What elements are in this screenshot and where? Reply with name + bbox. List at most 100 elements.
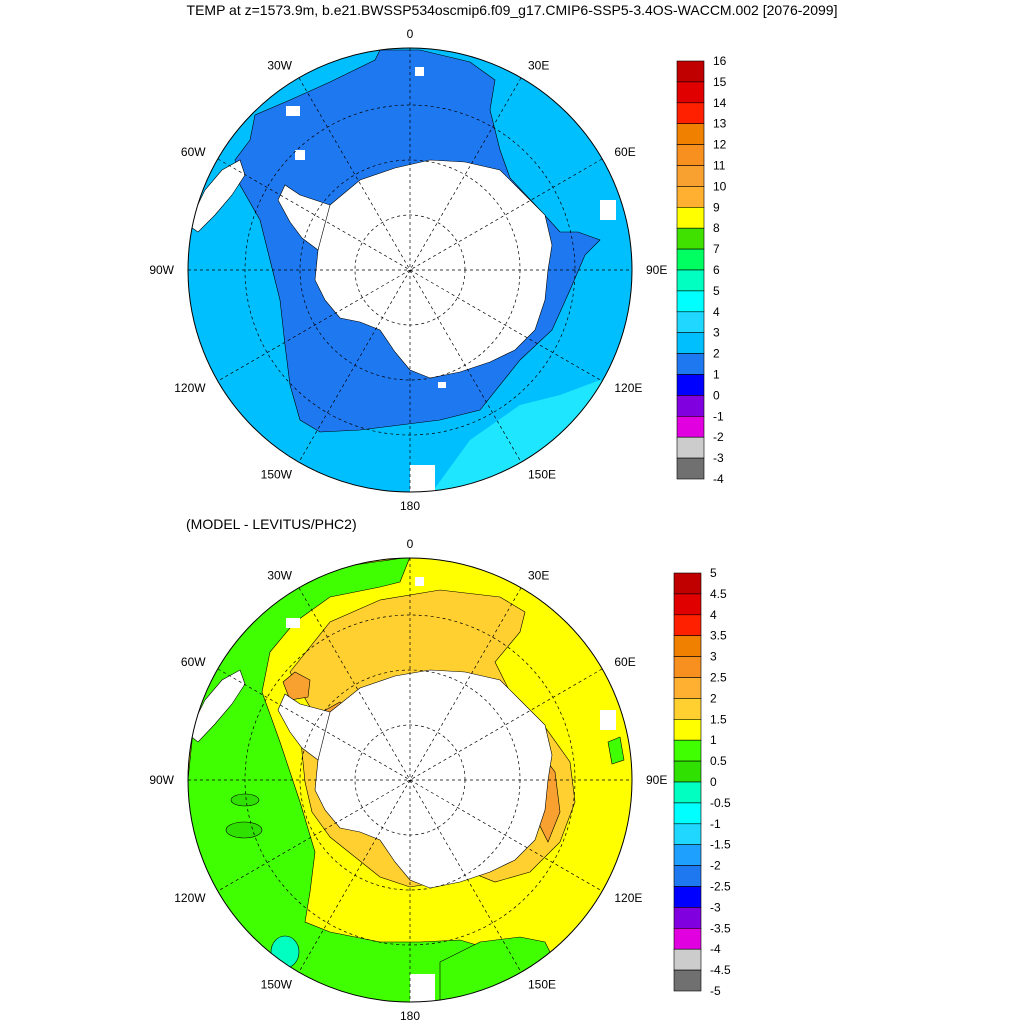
top-colorbar-box [676,123,705,145]
top-colorbar-box [676,81,705,104]
bottom-colorbar-box [673,739,702,762]
bottom-map-panel: 0 30E 60E 90E 120E 150E 180 150W 120W 90W 60W 30W 5… [0,512,1024,1024]
top-lon-label: 120E [614,381,642,395]
bottom-peninsula [277,693,331,761]
bottom-colorbar-box [673,677,702,699]
bottom-colorbar-label: 0 [710,775,717,789]
bottom-colorbar-box [673,969,702,992]
top-lon-label: 30W [267,59,292,73]
top-colorbar-label: 6 [713,263,720,277]
bottom-colorbar-box [673,614,702,637]
top-colorbar-label: 14 [713,96,727,110]
top-colorbar-label: 12 [713,138,727,152]
top-lon-label: 90E [646,263,667,277]
top-colorbar-box [676,415,705,438]
bottom-colorbar-label: -4 [710,942,721,956]
bottom-colorbar-box [673,823,702,845]
bottom-lon-label: 150W [261,977,293,991]
top-colorbar-label: 9 [713,200,720,214]
top-colorbar-box [676,186,705,208]
top-colorbar-label: -3 [713,451,724,465]
bottom-colorbar-label: -4.5 [710,963,731,977]
top-lon-label: 0 [407,27,414,41]
bottom-colorbar-label: -3 [710,900,721,914]
top-colorbar-label: 5 [713,284,720,298]
top-colorbar-label: -1 [713,409,724,423]
top-lon-label: 180 [400,499,420,512]
bottom-colorbar-label: -1 [710,817,721,831]
bottom-lon-label: 120E [614,891,642,905]
top-colorbar-box [676,311,705,333]
bottom-colorbar-box [673,781,702,804]
bottom-colorbar-box [673,593,702,616]
top-colorbar-label: 0 [713,388,720,402]
top-colorbar-box [676,290,705,313]
top-colorbar-box [676,353,705,375]
top-colorbar-box [676,60,705,83]
top-colorbar-box [676,248,705,271]
top-lon-label: 90W [149,263,174,277]
bottom-colorbar-label: -3.5 [710,921,731,935]
bottom-lon-label: 0 [407,537,414,551]
bottom-colorbar-box [673,886,702,908]
bottom-colorbar-box [673,865,702,887]
top-colorbar-label: 8 [713,221,720,235]
bottom-colorbar-label: 5 [710,566,717,580]
bottom-lon-label: 60E [614,655,635,669]
bottom-lon-label: 180 [400,1009,420,1023]
bottom-colorbar-label: -1.5 [710,838,731,852]
bottom-polar-map: 0 30E 60E 90E 120E 150E 180 150W 120W 90W 60W 30W 5… [149,537,731,1023]
top-colorbar-box [676,332,705,354]
top-colorbar-label: 2 [713,347,720,361]
top-colorbar-label: 1 [713,368,720,382]
bottom-antarctica [314,669,553,889]
bottom-colorbar-box [673,635,702,657]
bottom-colorbar-label: -5 [710,984,721,998]
top-colorbar-box [676,395,705,417]
bottom-lon-label: 150E [528,977,556,991]
bottom-colorbar-box [673,948,702,971]
bottom-colorbar-box [673,719,702,741]
top-colorbar-label: -4 [713,472,724,486]
top-colorbar-label: 16 [713,54,727,68]
bottom-colorbar-label: 4 [710,608,717,622]
bottom-colorbar-label: 1 [710,733,717,747]
bottom-lon-label: 90E [646,773,667,787]
bottom-colorbar-box [673,698,702,720]
top-colorbar-box [676,102,705,125]
bottom-colorbar-label: 3 [710,650,717,664]
bottom-colorbar-label: 3.5 [710,629,727,643]
bottom-colorbar-box [673,907,702,929]
top-colorbar-box [676,165,705,187]
top-colorbar-label: 15 [713,75,727,89]
bottom-colorbar-label: 0.5 [710,754,727,768]
top-lon-label: 150W [261,467,293,481]
top-lon-label: 120W [174,381,206,395]
top-colorbar-box [676,144,705,166]
bottom-lon-label: 60W [181,655,206,669]
bottom-colorbar-box [673,844,702,866]
bottom-lon-label: 90W [149,773,174,787]
top-lon-label: 150E [528,467,556,481]
top-colorbar-label: 11 [713,159,726,173]
top-colorbar-box [676,269,705,292]
figure-title: TEMP at z=1573.9m, b.e21.BWSSP534oscmip6… [186,2,838,18]
bottom-colorbar-label: -2 [710,859,721,873]
bottom-colorbar-label: 2.5 [710,671,727,685]
bottom-colorbar-box [673,760,702,783]
top-lon-label: 30E [528,59,549,73]
top-map-panel: 0 30E 60E 90E 120E 150E 180 150W 120W 90W 60W 30W 1… [149,27,727,512]
bottom-lon-label: 30W [267,569,292,583]
bottom-colorbar-box [673,572,702,595]
bottom-colorbar-label: 2 [710,691,717,705]
top-lon-label: 60W [181,145,206,159]
bottom-colorbar-label: 1.5 [710,712,727,726]
bottom-south-america [188,669,246,743]
top-antarctica [314,159,553,379]
bottom-colorbar-box [673,802,702,825]
difference-subtitle: (MODEL - LEVITUS/PHC2) [186,516,357,532]
bottom-colorbar-label: 4.5 [710,587,727,601]
top-colorbar-box [676,436,705,459]
bottom-colorbar-box [673,927,702,950]
